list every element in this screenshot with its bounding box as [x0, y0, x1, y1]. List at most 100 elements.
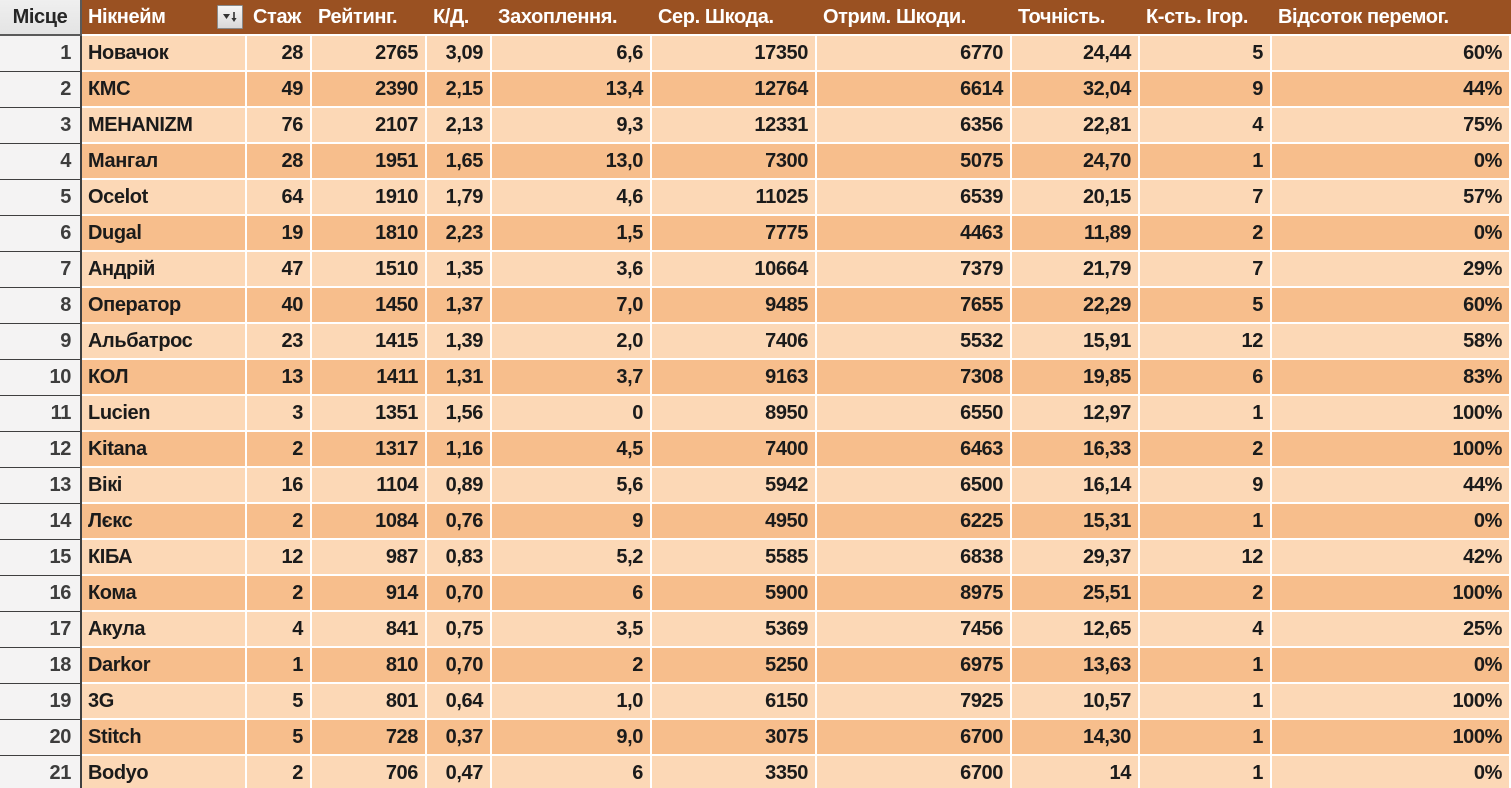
place-cell[interactable]: 13 — [0, 468, 82, 504]
place-cell[interactable]: 9 — [0, 324, 82, 360]
games-cell[interactable]: 9 — [1140, 72, 1272, 108]
experience-cell[interactable]: 47 — [247, 252, 312, 288]
accuracy-cell[interactable]: 19,85 — [1012, 360, 1140, 396]
accuracy-cell[interactable]: 25,51 — [1012, 576, 1140, 612]
kd-cell[interactable]: 1,39 — [427, 324, 492, 360]
kd-cell[interactable]: 0,70 — [427, 576, 492, 612]
avg_damage-cell[interactable]: 9485 — [652, 288, 817, 324]
place-cell[interactable]: 10 — [0, 360, 82, 396]
damage_received-cell[interactable]: 6614 — [817, 72, 1012, 108]
win_percent-cell[interactable]: 44% — [1272, 468, 1511, 504]
captures-cell[interactable]: 3,6 — [492, 252, 652, 288]
experience-cell[interactable]: 2 — [247, 432, 312, 468]
games-cell[interactable]: 1 — [1140, 720, 1272, 756]
accuracy-cell[interactable]: 22,29 — [1012, 288, 1140, 324]
avg_damage-cell[interactable]: 17350 — [652, 36, 817, 72]
kd-cell[interactable]: 2,23 — [427, 216, 492, 252]
win_percent-cell[interactable]: 0% — [1272, 648, 1511, 684]
place-cell[interactable]: 3 — [0, 108, 82, 144]
avg_damage-cell[interactable]: 4950 — [652, 504, 817, 540]
rating-cell[interactable]: 2390 — [312, 72, 427, 108]
rating-cell[interactable]: 841 — [312, 612, 427, 648]
nickname-cell[interactable]: Кома — [82, 576, 247, 612]
place-cell[interactable]: 11 — [0, 396, 82, 432]
experience-cell[interactable]: 2 — [247, 756, 312, 788]
avg_damage-cell[interactable]: 8950 — [652, 396, 817, 432]
avg_damage-cell[interactable]: 7775 — [652, 216, 817, 252]
nickname-cell[interactable]: Новачок — [82, 36, 247, 72]
kd-cell[interactable]: 1,35 — [427, 252, 492, 288]
win_percent-cell[interactable]: 0% — [1272, 504, 1511, 540]
damage_received-cell[interactable]: 7655 — [817, 288, 1012, 324]
nickname-cell[interactable]: Stitch — [82, 720, 247, 756]
rating-cell[interactable]: 706 — [312, 756, 427, 788]
accuracy-cell[interactable]: 22,81 — [1012, 108, 1140, 144]
nickname-cell[interactable]: КІБА — [82, 540, 247, 576]
win_percent-cell[interactable]: 100% — [1272, 432, 1511, 468]
captures-cell[interactable]: 2 — [492, 648, 652, 684]
games-column-header[interactable]: К-сть. Ігор. — [1140, 0, 1272, 36]
captures-cell[interactable]: 5,6 — [492, 468, 652, 504]
captures-cell[interactable]: 13,0 — [492, 144, 652, 180]
kd-cell[interactable]: 0,70 — [427, 648, 492, 684]
captures-cell[interactable]: 4,5 — [492, 432, 652, 468]
games-cell[interactable]: 9 — [1140, 468, 1272, 504]
win_percent-cell[interactable]: 42% — [1272, 540, 1511, 576]
kd-cell[interactable]: 1,65 — [427, 144, 492, 180]
avg_damage-cell[interactable]: 10664 — [652, 252, 817, 288]
rating-cell[interactable]: 1104 — [312, 468, 427, 504]
kd-cell[interactable]: 1,56 — [427, 396, 492, 432]
experience-cell[interactable]: 19 — [247, 216, 312, 252]
nickname-cell[interactable]: Kitana — [82, 432, 247, 468]
experience-cell[interactable]: 1 — [247, 648, 312, 684]
accuracy-cell[interactable]: 24,70 — [1012, 144, 1140, 180]
games-cell[interactable]: 1 — [1140, 396, 1272, 432]
games-cell[interactable]: 2 — [1140, 432, 1272, 468]
place-cell[interactable]: 18 — [0, 648, 82, 684]
nickname-cell[interactable]: Dugal — [82, 216, 247, 252]
win_percent-cell[interactable]: 60% — [1272, 36, 1511, 72]
accuracy-cell[interactable]: 14,30 — [1012, 720, 1140, 756]
place-cell[interactable]: 6 — [0, 216, 82, 252]
damage_received-cell[interactable]: 6838 — [817, 540, 1012, 576]
experience-cell[interactable]: 12 — [247, 540, 312, 576]
nickname-cell[interactable]: Андрій — [82, 252, 247, 288]
experience-cell[interactable]: 40 — [247, 288, 312, 324]
games-cell[interactable]: 1 — [1140, 684, 1272, 720]
damage_received-cell[interactable]: 6550 — [817, 396, 1012, 432]
damage_received-cell[interactable]: 6700 — [817, 756, 1012, 788]
games-cell[interactable]: 5 — [1140, 36, 1272, 72]
kd-cell[interactable]: 1,31 — [427, 360, 492, 396]
experience-cell[interactable]: 5 — [247, 684, 312, 720]
win_percent-cell[interactable]: 100% — [1272, 684, 1511, 720]
experience-cell[interactable]: 3 — [247, 396, 312, 432]
win_percent-cell[interactable]: 57% — [1272, 180, 1511, 216]
sort-descending-button[interactable] — [217, 5, 243, 29]
rating-cell[interactable]: 987 — [312, 540, 427, 576]
kd-cell[interactable]: 0,76 — [427, 504, 492, 540]
place-cell[interactable]: 19 — [0, 684, 82, 720]
games-cell[interactable]: 12 — [1140, 324, 1272, 360]
games-cell[interactable]: 1 — [1140, 504, 1272, 540]
win_percent-cell[interactable]: 83% — [1272, 360, 1511, 396]
games-cell[interactable]: 2 — [1140, 576, 1272, 612]
avg_damage-cell[interactable]: 5369 — [652, 612, 817, 648]
place-cell[interactable]: 15 — [0, 540, 82, 576]
avg_damage-cell[interactable]: 3075 — [652, 720, 817, 756]
games-cell[interactable]: 6 — [1140, 360, 1272, 396]
kd-cell[interactable]: 0,47 — [427, 756, 492, 788]
avg_damage-cell[interactable]: 12331 — [652, 108, 817, 144]
avg_damage-cell[interactable]: 6150 — [652, 684, 817, 720]
nickname-cell[interactable]: Акула — [82, 612, 247, 648]
accuracy-cell[interactable]: 24,44 — [1012, 36, 1140, 72]
accuracy-cell[interactable]: 29,37 — [1012, 540, 1140, 576]
place-cell[interactable]: 17 — [0, 612, 82, 648]
rating-cell[interactable]: 1810 — [312, 216, 427, 252]
win-percent-column-header[interactable]: Відсоток перемог. — [1272, 0, 1511, 36]
captures-cell[interactable]: 6,6 — [492, 36, 652, 72]
nickname-cell[interactable]: Lucien — [82, 396, 247, 432]
captures-cell[interactable]: 1,5 — [492, 216, 652, 252]
experience-cell[interactable]: 49 — [247, 72, 312, 108]
place-cell[interactable]: 12 — [0, 432, 82, 468]
damage_received-cell[interactable]: 6770 — [817, 36, 1012, 72]
